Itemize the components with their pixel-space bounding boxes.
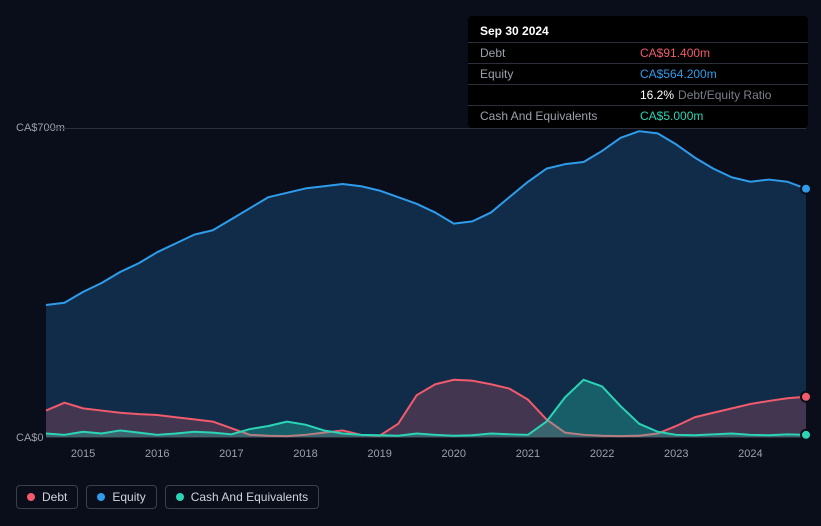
x-axis-tick: 2018 — [293, 448, 317, 460]
x-axis-tick: 2017 — [219, 448, 243, 460]
tooltip-row: Cash And Equivalents CA$5.000m — [468, 105, 808, 126]
tooltip-row-value: CA$91.400m — [640, 46, 710, 60]
legend-label: Cash And Equivalents — [191, 490, 308, 504]
chart-tooltip: Sep 30 2024 Debt CA$91.400m Equity CA$564.2… — [468, 16, 808, 128]
legend-dot-icon — [97, 493, 105, 501]
debt-equity-chart: CA$700mCA$0 2015201620172018201920202021… — [16, 128, 806, 468]
tooltip-row: Equity CA$564.200m — [468, 63, 808, 84]
legend-dot-icon — [176, 493, 184, 501]
x-axis-tick: 2020 — [442, 448, 466, 460]
tooltip-row-value: 16.2%Debt/Equity Ratio — [640, 88, 771, 102]
x-axis-tick: 2019 — [367, 448, 391, 460]
y-axis-label: CA$0 — [16, 432, 44, 444]
tooltip-row-label: Equity — [480, 67, 600, 81]
x-axis-tick: 2016 — [145, 448, 169, 460]
x-axis: 2015 2016 2017 2018 2019 2020 2021 2022 2023 2024 — [46, 448, 806, 468]
chart-legend: Debt Equity Cash And Equivalents — [16, 485, 319, 509]
tooltip-row-value: CA$5.000m — [640, 109, 703, 123]
last-marker-cash-and-equivalents — [801, 430, 811, 440]
x-axis-tick: 2022 — [590, 448, 614, 460]
legend-label: Equity — [112, 490, 145, 504]
last-marker-equity — [801, 184, 811, 194]
tooltip-row-label — [480, 88, 600, 102]
x-axis-tick: 2021 — [516, 448, 540, 460]
x-axis-tick: 2023 — [664, 448, 688, 460]
last-marker-debt — [801, 392, 811, 402]
tooltip-row: Debt CA$91.400m — [468, 42, 808, 63]
x-axis-tick: 2015 — [71, 448, 95, 460]
tooltip-date: Sep 30 2024 — [468, 18, 808, 42]
chart-plot-area[interactable] — [46, 128, 806, 438]
legend-item-debt[interactable]: Debt — [16, 485, 78, 509]
x-axis-tick: 2024 — [738, 448, 762, 460]
tooltip-row-label: Debt — [480, 46, 600, 60]
legend-item-equity[interactable]: Equity — [86, 485, 156, 509]
legend-item-cash-and-equivalents[interactable]: Cash And Equivalents — [165, 485, 319, 509]
legend-dot-icon — [27, 493, 35, 501]
tooltip-row-label: Cash And Equivalents — [480, 109, 600, 123]
tooltip-row: 16.2%Debt/Equity Ratio — [468, 84, 808, 105]
tooltip-row-value: CA$564.200m — [640, 67, 717, 81]
legend-label: Debt — [42, 490, 67, 504]
